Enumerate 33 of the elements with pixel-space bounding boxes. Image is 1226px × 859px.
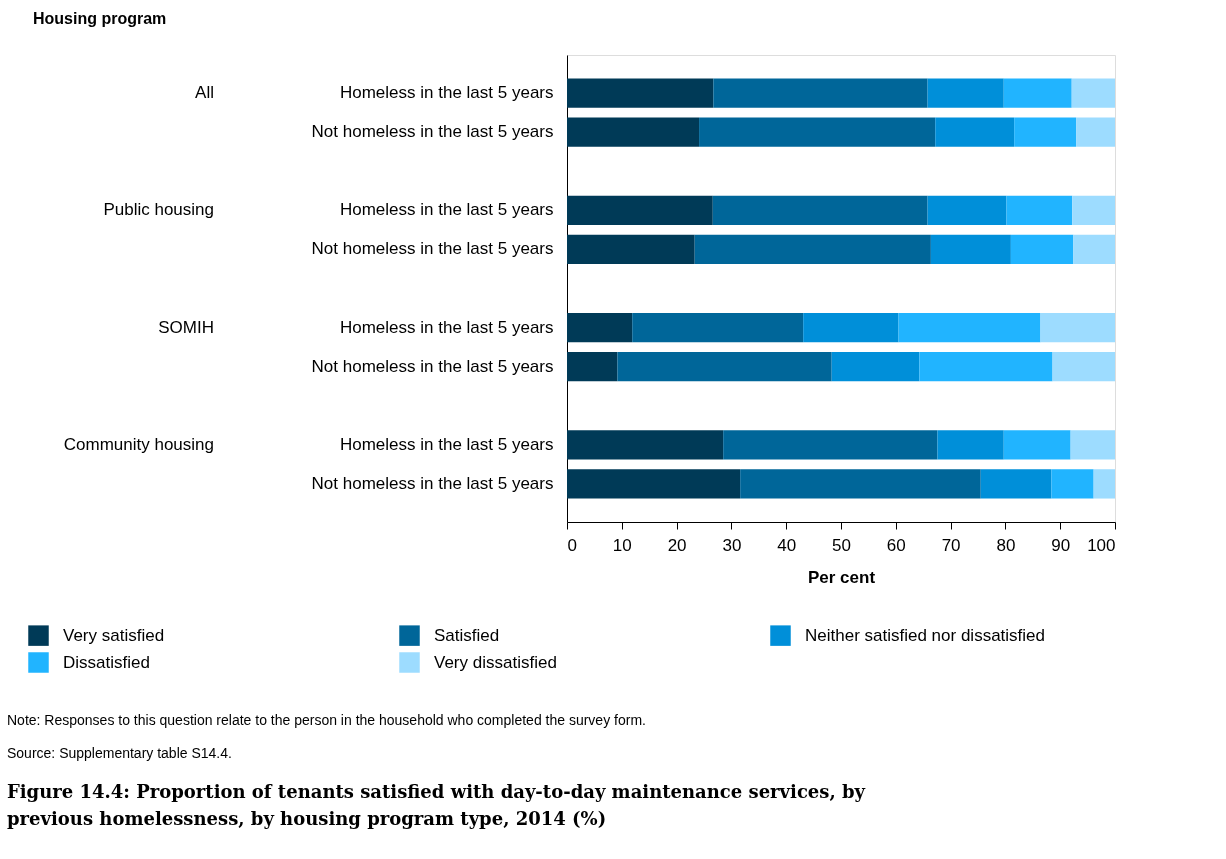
text: Public housing [103, 200, 214, 220]
source-note: Source: Supplementary table S14.4. [7, 745, 232, 761]
y-tick-label: Not homeless in the last 5 years [311, 122, 554, 142]
legend-label: Dissatisfied [63, 652, 150, 672]
legend-label: Very dissatisfied [434, 652, 557, 672]
text: Note: Responses to this question relate to the person in the household who completed the survey form. [7, 712, 646, 728]
x-tick-label: 80 [996, 535, 1016, 555]
text: Figure 14.4: Proportion of tenants satisfied with day-to-day maintenance services, by previous homelessness, by housing program type, 2014 (%) [7, 781, 866, 829]
x-tick-label: 70 [941, 535, 961, 555]
x-tick-label: 20 [667, 535, 687, 555]
x-axis-title: Per cent [807, 567, 876, 587]
x-tick-label: 90 [1051, 535, 1071, 555]
y-tick-label: Not homeless in the last 5 years [311, 356, 554, 376]
legend-label: Satisfied [434, 625, 500, 645]
text: Community housing [63, 434, 214, 454]
legend-label: Neither satisfied nor dissatisfied [805, 625, 1046, 645]
x-tick-label: 0 [567, 535, 577, 555]
y-tick-label: Homeless in the last 5 years [339, 317, 554, 337]
text: SOMIH [158, 317, 214, 337]
x-tick-label: 40 [777, 535, 797, 555]
y-tick-label: Homeless in the last 5 years [339, 83, 554, 103]
x-tick-label: 30 [722, 535, 742, 555]
y-tick-label: Not homeless in the last 5 years [311, 473, 554, 493]
text: All [195, 83, 214, 103]
y-tick-label: Not homeless in the last 5 years [311, 239, 554, 259]
x-tick-label: 10 [612, 535, 632, 555]
x-tick-label: 60 [886, 535, 906, 555]
x-tick-label: 100 [1087, 535, 1116, 555]
x-tick-label: 50 [832, 535, 851, 555]
y-tick-label: Homeless in the last 5 years [339, 434, 554, 454]
text: Housing program [33, 10, 167, 27]
legend-label: Very satisfied [63, 625, 165, 645]
y-tick-label: Homeless in the last 5 years [339, 200, 554, 220]
